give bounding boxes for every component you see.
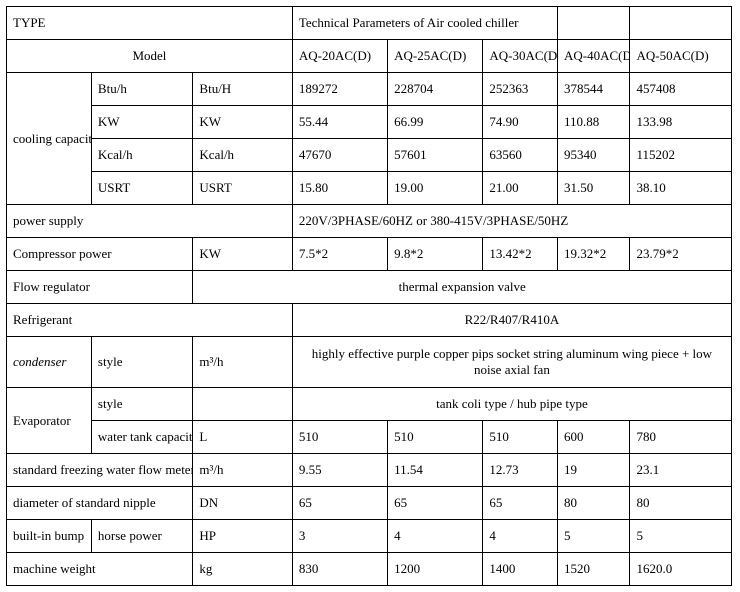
nipple-val: 80: [630, 487, 732, 520]
nipple-label: diameter of standard nipple: [7, 487, 193, 520]
blank-cell: [557, 7, 629, 40]
nipple-val: 80: [557, 487, 629, 520]
weight-val: 1620.0: [630, 553, 732, 586]
bump-val: 4: [388, 520, 483, 553]
cooling-capacity-label: cooling capacity: [7, 73, 92, 205]
model-col: AQ-50AC(D): [630, 40, 732, 73]
nipple-val: 65: [292, 487, 387, 520]
nipple-val: 65: [388, 487, 483, 520]
cc-val: 19.00: [388, 172, 483, 205]
tank-val: 600: [557, 421, 629, 454]
flow-meter-val: 12.73: [483, 454, 558, 487]
flow-regulator-value: thermal expansion valve: [193, 271, 732, 304]
tank-val: 510: [483, 421, 558, 454]
model-col: AQ-40AC(D): [557, 40, 629, 73]
weight-val: 1200: [388, 553, 483, 586]
cc-unit: KW: [193, 106, 292, 139]
condenser-label: condenser: [7, 337, 92, 388]
cc-val: 31.50: [557, 172, 629, 205]
model-col: AQ-25AC(D): [388, 40, 483, 73]
flow-meter-label: standard freezing water flow meter: [7, 454, 193, 487]
cc-val: 74.90: [483, 106, 558, 139]
model-col: AQ-20AC(D): [292, 40, 387, 73]
evaporator-style-value: tank coli type / hub pipe type: [292, 388, 731, 421]
cc-unit: Kcal/h: [193, 139, 292, 172]
evaporator-label: Evaporator: [7, 388, 92, 454]
condenser-value: highly effective purple copper pips sock…: [292, 337, 731, 388]
bump-unit: HP: [193, 520, 292, 553]
nipple-val: 65: [483, 487, 558, 520]
cc-key: USRT: [91, 172, 192, 205]
cc-val: 15.80: [292, 172, 387, 205]
bump-sub: horse power: [91, 520, 192, 553]
tech-params: Technical Parameters of Air cooled chill…: [292, 7, 557, 40]
condenser-unit: m³/h: [193, 337, 292, 388]
cc-key: Btu/h: [91, 73, 192, 106]
refrigerant-value: R22/R407/R410A: [292, 304, 731, 337]
cc-val: 95340: [557, 139, 629, 172]
refrigerant-label: Refrigerant: [7, 304, 293, 337]
cc-unit: Btu/H: [193, 73, 292, 106]
flow-meter-val: 9.55: [292, 454, 387, 487]
type-label: TYPE: [7, 7, 293, 40]
tank-val: 510: [388, 421, 483, 454]
cc-val: 133.98: [630, 106, 732, 139]
cc-key: KW: [91, 106, 192, 139]
cc-val: 47670: [292, 139, 387, 172]
tank-val: 510: [292, 421, 387, 454]
cc-val: 38.10: [630, 172, 732, 205]
model-col: AQ-30AC(D): [483, 40, 558, 73]
condenser-style-label: style: [91, 337, 192, 388]
flow-regulator-label: Flow regulator: [7, 271, 193, 304]
cc-val: 55.44: [292, 106, 387, 139]
cc-val: 228704: [388, 73, 483, 106]
compressor-unit: KW: [193, 238, 292, 271]
tank-label: water tank capacity: [91, 421, 192, 454]
flow-meter-unit: m³/h: [193, 454, 292, 487]
flow-meter-val: 23.1: [630, 454, 732, 487]
weight-val: 1400: [483, 553, 558, 586]
bump-val: 5: [557, 520, 629, 553]
cc-val: 189272: [292, 73, 387, 106]
compressor-val: 23.79*2: [630, 238, 732, 271]
compressor-val: 9.8*2: [388, 238, 483, 271]
tank-unit: L: [193, 421, 292, 454]
flow-meter-val: 19: [557, 454, 629, 487]
model-label: Model: [7, 40, 293, 73]
flow-meter-val: 11.54: [388, 454, 483, 487]
tank-val: 780: [630, 421, 732, 454]
blank-cell: [630, 7, 732, 40]
cc-val: 110.88: [557, 106, 629, 139]
cc-val: 57601: [388, 139, 483, 172]
cc-val: 252363: [483, 73, 558, 106]
cc-val: 457408: [630, 73, 732, 106]
weight-val: 830: [292, 553, 387, 586]
cc-val: 378544: [557, 73, 629, 106]
weight-label: machine weight: [7, 553, 193, 586]
compressor-val: 19.32*2: [557, 238, 629, 271]
cc-key: Kcal/h: [91, 139, 192, 172]
compressor-val: 13.42*2: [483, 238, 558, 271]
cc-val: 63560: [483, 139, 558, 172]
bump-val: 5: [630, 520, 732, 553]
cc-unit: USRT: [193, 172, 292, 205]
evaporator-style-label: style: [91, 388, 192, 421]
nipple-unit: DN: [193, 487, 292, 520]
spec-table: TYPE Technical Parameters of Air cooled …: [6, 6, 732, 586]
bump-label: built-in bump: [7, 520, 92, 553]
weight-val: 1520: [557, 553, 629, 586]
bump-val: 4: [483, 520, 558, 553]
blank-cell: [193, 388, 292, 421]
cc-val: 115202: [630, 139, 732, 172]
cc-val: 21.00: [483, 172, 558, 205]
power-supply-label: power supply: [7, 205, 293, 238]
compressor-label: Compressor power: [7, 238, 193, 271]
power-supply-value: 220V/3PHASE/60HZ or 380-415V/3PHASE/50HZ: [292, 205, 731, 238]
compressor-val: 7.5*2: [292, 238, 387, 271]
weight-unit: kg: [193, 553, 292, 586]
cc-val: 66.99: [388, 106, 483, 139]
bump-val: 3: [292, 520, 387, 553]
